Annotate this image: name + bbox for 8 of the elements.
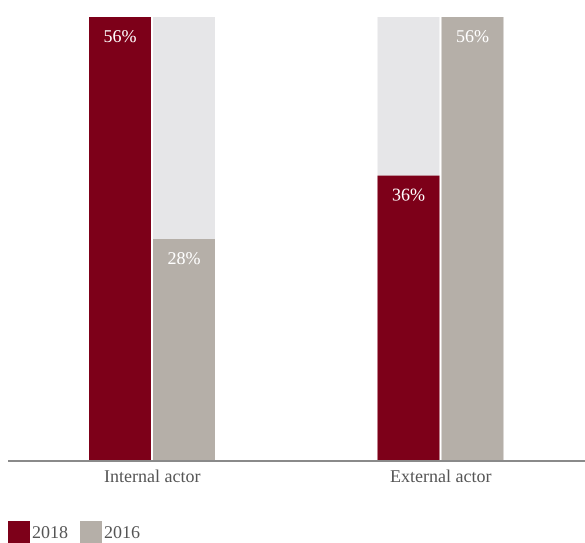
data-label: 56% bbox=[456, 26, 489, 46]
legend-label: 2016 bbox=[104, 522, 140, 542]
legend-label: 2018 bbox=[32, 522, 68, 542]
data-label: 36% bbox=[392, 184, 425, 204]
x-tick-label: External actor bbox=[390, 466, 492, 486]
data-label: 56% bbox=[104, 26, 136, 46]
data-label: 28% bbox=[168, 248, 200, 268]
x-tick-label: Internal actor bbox=[104, 466, 200, 486]
